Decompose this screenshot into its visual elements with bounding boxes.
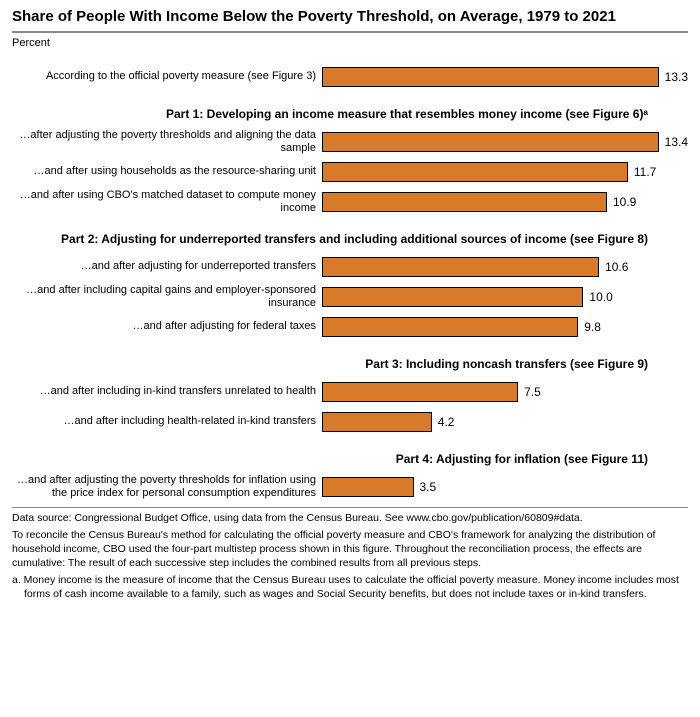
bar-area: 10.9 [322,188,688,216]
divider-bottom [12,507,688,508]
bar-area: 10.6 [322,253,688,281]
bar-row: …and after including capital gains and e… [12,283,688,311]
bar [322,412,432,432]
bar [322,192,607,212]
bar-area: 10.0 [322,283,688,311]
bar-value: 7.5 [524,385,541,399]
bar-label: …and after including in-kind transfers u… [12,385,322,398]
bar-value: 4.2 [438,415,455,429]
section-header: Part 2: Adjusting for underreported tran… [12,230,688,253]
bar-row: …after adjusting the poverty thresholds … [12,128,688,156]
bar-label: …and after adjusting the poverty thresho… [12,474,322,499]
bar-value: 11.7 [634,165,656,179]
bar-row: …and after including health-related in-k… [12,408,688,436]
footnote-a: a. Money income is the measure of income… [12,574,688,601]
chart-title: Share of People With Income Below the Po… [12,8,688,27]
bar-row: According to the official poverty measur… [12,63,688,91]
bar-area: 7.5 [322,378,688,406]
bar-area: 9.8 [322,313,688,341]
y-axis-label: Percent [12,37,688,49]
section-header: Part 4: Adjusting for inflation (see Fig… [12,450,688,473]
bar-value: 13.3 [665,70,688,84]
bar-value: 10.0 [589,290,612,304]
bar-label: …and after using households as the resou… [12,165,322,178]
bar [322,67,659,87]
bar-row: …and after using CBO's matched dataset t… [12,188,688,216]
bar-area: 13.4 [322,128,688,156]
bar-row: …and after using households as the resou… [12,158,688,186]
bar-chart: According to the official poverty measur… [12,59,688,501]
section-header: Part 1: Developing an income measure tha… [12,105,688,128]
bar-value: 3.5 [420,480,437,494]
section-header: Part 3: Including noncash transfers (see… [12,355,688,378]
bar [322,287,583,307]
bar [322,382,518,402]
bar-value: 13.4 [665,135,688,149]
bar-label: According to the official poverty measur… [12,70,322,83]
bar-row: …and after adjusting for federal taxes 9.… [12,313,688,341]
bar-label: …and after including capital gains and e… [12,284,322,309]
bar-area: 11.7 [322,158,688,186]
bar-area: 13.3 [322,63,688,91]
bar-value: 10.9 [613,195,636,209]
bar-label: …and after including health-related in-k… [12,415,322,428]
bar-label: …and after adjusting for federal taxes [12,320,322,333]
bar-label: …and after using CBO's matched dataset t… [12,189,322,214]
bar-label: …after adjusting the poverty thresholds … [12,129,322,154]
bar-area: 4.2 [322,408,688,436]
bar [322,317,578,337]
footnote-methodology: To reconcile the Census Bureau's method … [12,529,688,570]
bar-label: …and after adjusting for underreported t… [12,260,322,273]
footnotes: Data source: Congressional Budget Office… [12,512,688,602]
bar [322,132,659,152]
bar-row: …and after including in-kind transfers u… [12,378,688,406]
bar-value: 9.8 [584,320,601,334]
footnote-source: Data source: Congressional Budget Office… [12,512,688,526]
bar-row: …and after adjusting the poverty thresho… [12,473,688,501]
bar-area: 3.5 [322,473,688,501]
bar-value: 10.6 [605,260,628,274]
divider-top [12,31,688,33]
bar [322,162,628,182]
bar [322,257,599,277]
bar-row: …and after adjusting for underreported t… [12,253,688,281]
bar [322,477,414,497]
